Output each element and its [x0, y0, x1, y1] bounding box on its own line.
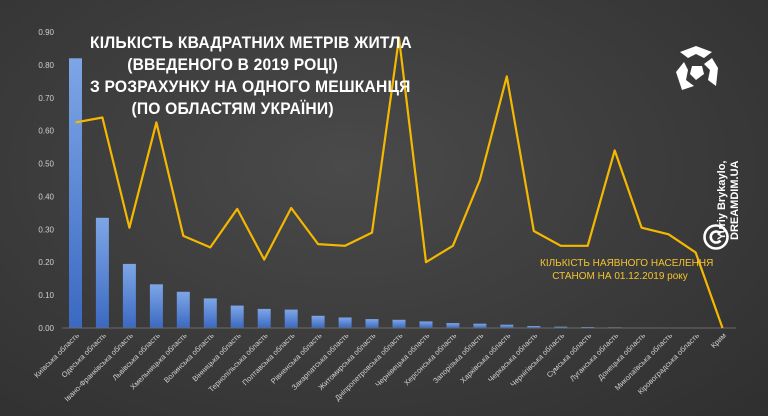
line-series-label: КІЛЬКІСТЬ НАЯВНОГО НАСЕЛЕННЯ СТАНОМ НА 0…	[540, 257, 714, 283]
bar	[95, 217, 109, 328]
y-tick-label: 0.10	[38, 291, 54, 300]
y-tick-label: 0.00	[38, 324, 54, 333]
x-tick-label: Крим	[709, 331, 728, 350]
bar	[554, 326, 568, 328]
bar	[230, 305, 244, 328]
bar	[257, 308, 271, 328]
y-tick-label: 0.50	[38, 160, 54, 169]
bar	[446, 323, 460, 328]
y-tick-label: 0.80	[38, 61, 54, 70]
bar	[365, 319, 379, 328]
y-tick-label: 0.40	[38, 192, 54, 201]
line-label-2: СТАНОМ НА 01.12.2019 року	[552, 271, 688, 282]
x-tick-label: Волинська область	[162, 331, 216, 385]
y-tick-label: 0.60	[38, 127, 54, 136]
brand-site: DREAMDIM.UA	[729, 160, 741, 240]
bar	[149, 284, 163, 328]
x-tick-label: Донецька область	[596, 331, 647, 382]
population-line	[75, 36, 724, 329]
y-tick-label: 0.30	[38, 225, 54, 234]
bar	[69, 58, 82, 329]
y-tick-label: 0.90	[38, 28, 54, 37]
x-tick-label: Рівненська область	[269, 331, 324, 386]
y-tick-label: 0.70	[38, 94, 54, 103]
bar	[473, 323, 487, 328]
line-label-1: КІЛЬКІСТЬ НАЯВНОГО НАСЕЛЕННЯ	[540, 258, 714, 269]
bar	[176, 291, 190, 328]
x-tick-label: Харківська область	[458, 331, 512, 385]
x-tick-label: Львівська область	[110, 331, 161, 382]
bar	[527, 326, 541, 328]
bar	[500, 324, 514, 328]
bar	[122, 263, 136, 328]
bar	[419, 321, 433, 328]
title-line-1: КІЛЬКІСТЬ КВАДРАТНИХ МЕТРІВ ЖИТЛА	[90, 33, 412, 52]
title-line-3: З РОЗРАХУНКУ НА ОДНОГО МЕШКАНЦЯ	[90, 77, 411, 96]
bar	[392, 319, 406, 328]
dreamdim-logo-icon	[668, 42, 724, 103]
x-tick-label: Київська область	[32, 331, 81, 380]
x-tick-label: Вінницька область	[190, 331, 242, 383]
bar	[284, 309, 298, 328]
x-tick-label: Черкаська область	[486, 331, 539, 384]
y-tick-label: 0.20	[38, 258, 54, 267]
bar	[203, 298, 217, 328]
bar	[338, 317, 352, 328]
bar	[311, 315, 325, 328]
chart-title: КІЛЬКІСТЬ КВАДРАТНИХ МЕТРІВ ЖИТЛА (ВВЕДЕ…	[90, 32, 412, 120]
copyright-icon	[702, 223, 730, 256]
title-line-2: (ВВЕДЕНОГО В 2019 РОЦІ)	[127, 55, 339, 74]
title-line-4: (ПО ОБЛАСТЯМ УКРАЇНИ)	[131, 99, 334, 118]
x-tick-label: Луганська область	[568, 331, 620, 383]
x-tick-label: Запорізька область	[431, 331, 485, 385]
